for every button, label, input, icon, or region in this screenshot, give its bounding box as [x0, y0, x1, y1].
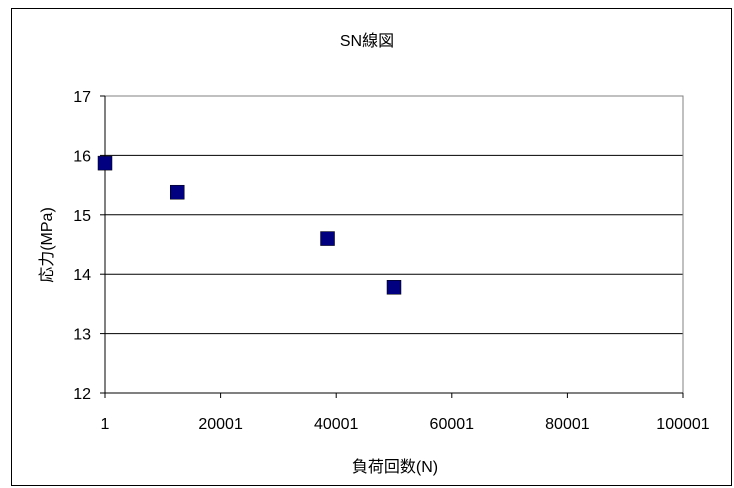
y-axis: 12 13 14 15 16 17 — [73, 89, 105, 403]
plot-border — [104, 95, 684, 394]
x-tick-label: 1 — [101, 416, 110, 433]
y-axis-label: 応力(MPa) — [38, 207, 56, 283]
x-axis: 1 20001 40001 60001 80001 100001 — [101, 393, 710, 433]
plot-area — [104, 95, 684, 394]
y-tick-label: 15 — [73, 208, 91, 225]
data-point-3 — [320, 231, 335, 246]
data-point-1 — [97, 155, 113, 171]
x-tick-label: 20001 — [198, 416, 243, 433]
chart-frame — [11, 8, 732, 486]
x-axis-label: 負荷回数(N) — [352, 458, 438, 476]
y-tick-label: 16 — [73, 148, 91, 165]
x-tick-label: 40001 — [314, 416, 359, 433]
data-point-2 — [169, 184, 185, 200]
y-tick-label: 14 — [73, 267, 91, 284]
data-point-4 — [386, 280, 402, 295]
y-tick-label: 12 — [73, 386, 91, 403]
chart-title: SN線図 — [340, 32, 394, 50]
data-points — [97, 155, 402, 295]
x-tick-label: 60001 — [430, 416, 475, 433]
y-tick-label: 17 — [73, 89, 91, 106]
x-tick-label: 80001 — [545, 416, 590, 433]
gridlines — [105, 154, 683, 335]
y-tick-label: 13 — [73, 327, 91, 344]
x-tick-label: 100001 — [656, 416, 709, 433]
